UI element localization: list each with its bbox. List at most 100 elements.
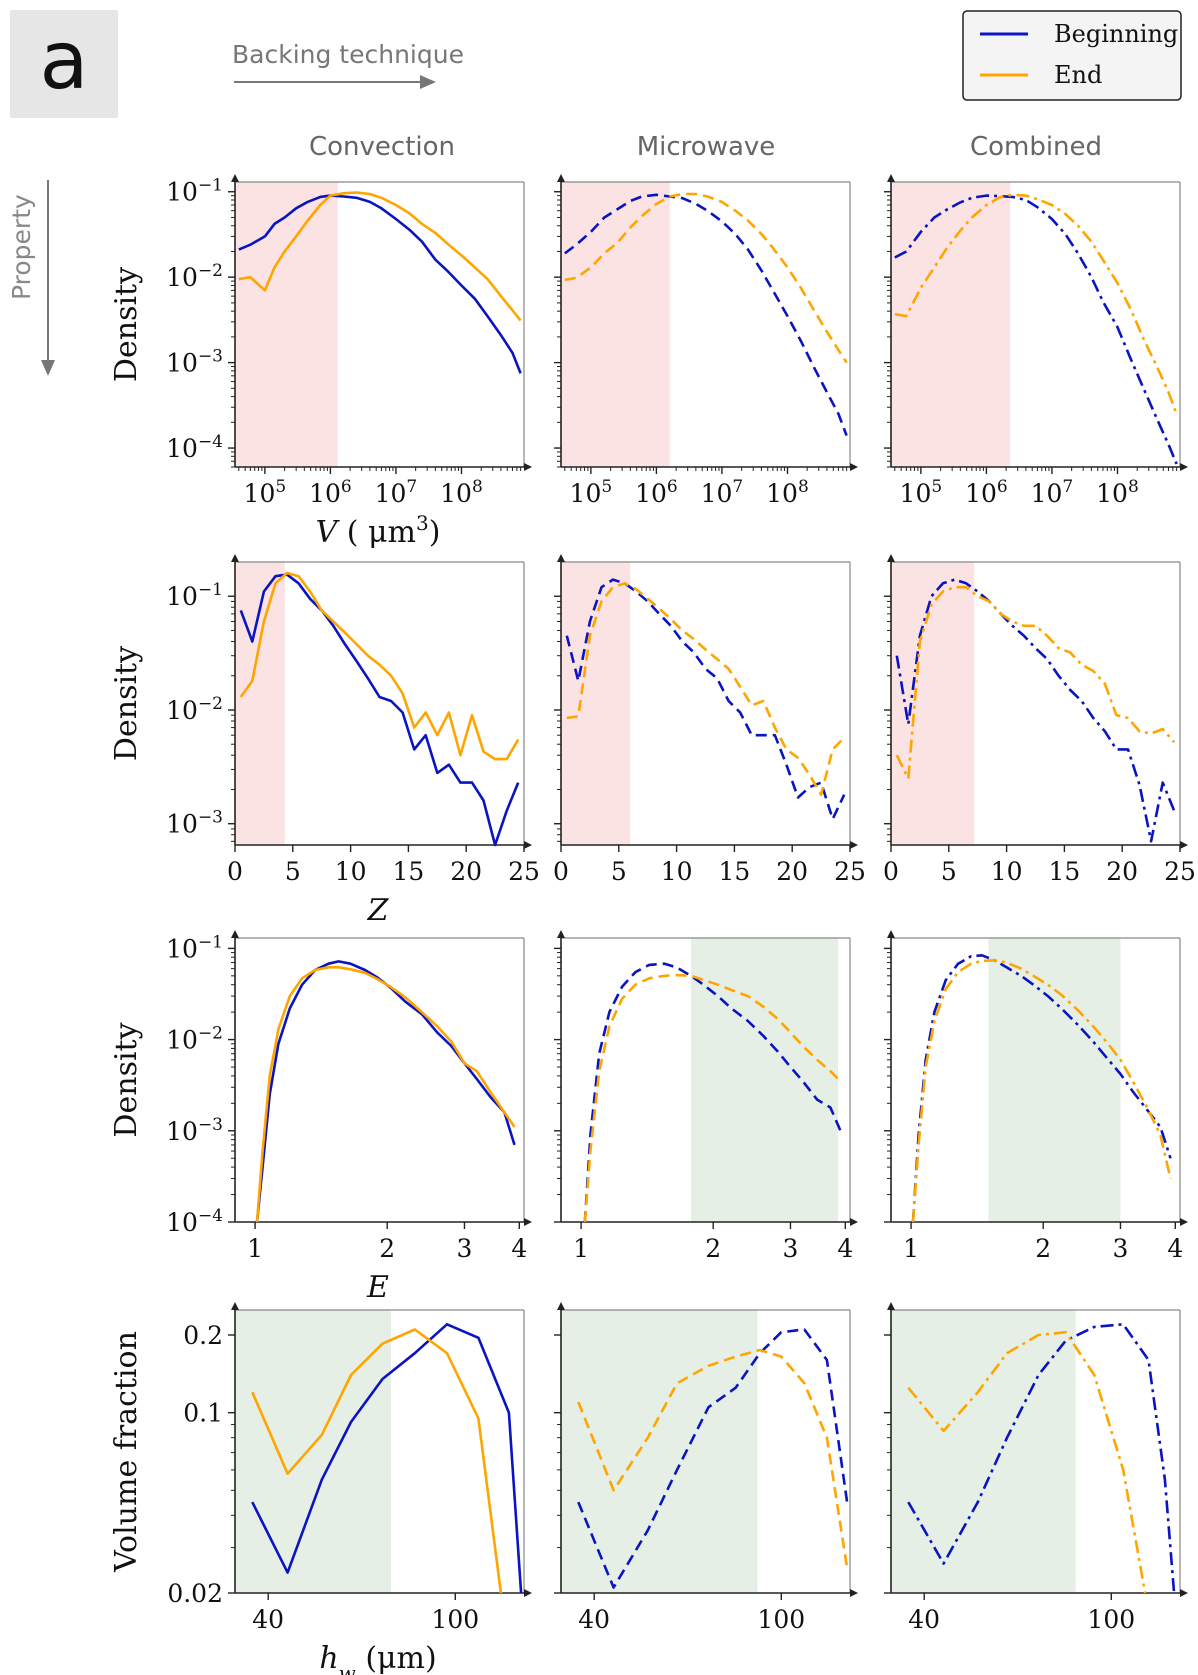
y-axis-arrowhead: [231, 930, 239, 938]
x-tick-label: 40: [908, 1605, 940, 1634]
y-tick-label: 10−3: [166, 347, 223, 378]
y-axis-arrowhead: [557, 930, 565, 938]
series-line-end: [564, 192, 848, 364]
x-tick-label: 105: [244, 477, 287, 508]
x-axis-label: V ( μm3): [316, 511, 441, 550]
x-tick-label: 107: [701, 477, 744, 508]
y-axis-arrowhead: [557, 174, 565, 182]
series-line-end: [894, 193, 1178, 415]
x-tick-label: 20: [776, 857, 808, 886]
x-tick-label: 5: [285, 857, 301, 886]
y-axis-arrowhead: [887, 174, 895, 182]
legend-beginning-label: Beginning: [1054, 20, 1178, 48]
column-titles: Convection Microwave Combined: [309, 132, 1102, 162]
x-tick-label: 100: [757, 1605, 805, 1634]
y-tick-label: 10−4: [166, 1206, 223, 1237]
x-axis-arrowhead: [850, 1589, 858, 1597]
x-tick-label: 106: [309, 477, 352, 508]
x-tick-label: 10: [335, 857, 367, 886]
x-tick-label: 1: [247, 1234, 263, 1263]
plot-panel-convection-row0: 10−4 10−3 10−2 10−1 105 106 107 108: [166, 174, 532, 508]
x-tick-label: 106: [635, 477, 678, 508]
column-title-combined: Combined: [970, 132, 1102, 162]
y-tick-label: 10−1: [166, 176, 223, 207]
x-tick-label: 1: [573, 1234, 589, 1263]
x-tick-label: 15: [1048, 857, 1080, 886]
legend-end-label: End: [1054, 61, 1102, 89]
x-tick-label: 0: [553, 857, 569, 886]
series-line-beginning: [911, 953, 1172, 1223]
x-axis-arrowhead: [1180, 841, 1188, 849]
row-arrow-label: Property: [7, 194, 36, 300]
y-axis-arrowhead: [887, 554, 895, 562]
x-axis-arrowhead: [850, 463, 858, 471]
x-tick-label: 100: [1087, 1605, 1135, 1634]
y-tick-label: 10−4: [166, 432, 223, 463]
series-line-beginning: [255, 960, 516, 1223]
shaded-region: [561, 182, 670, 467]
x-axis-arrowhead: [850, 1218, 858, 1226]
y-axis-arrowhead: [231, 174, 239, 182]
x-tick-label: 107: [375, 477, 418, 508]
x-axis-arrowhead: [524, 1589, 532, 1597]
x-axis-arrowhead: [524, 463, 532, 471]
x-tick-label: 25: [508, 857, 540, 886]
y-axis-arrowhead: [557, 1302, 565, 1310]
series-line-end: [239, 571, 520, 761]
x-tick-label: 106: [965, 477, 1008, 508]
series-line-beginning: [577, 1328, 849, 1589]
x-axis-arrowhead: [524, 1218, 532, 1226]
x-tick-label: 4: [1167, 1234, 1183, 1263]
column-arrow-label: Backing technique: [232, 40, 464, 69]
x-tick-label: 25: [834, 857, 866, 886]
x-tick-label: 40: [252, 1605, 284, 1634]
x-tick-label: 15: [392, 857, 424, 886]
x-axis-arrowhead: [850, 841, 858, 849]
plot-panel-convection-row1: 10−3 10−2 10−1 0 5 10 15 20 25: [166, 554, 540, 886]
column-title-convection: Convection: [309, 132, 455, 162]
legend: Beginning End: [962, 10, 1182, 101]
panel-letter: a: [39, 14, 88, 107]
y-axis-arrowhead: [887, 1302, 895, 1310]
y-axis-arrowhead: [231, 1302, 239, 1310]
y-axis-label: Density: [109, 1022, 144, 1137]
y-axis-arrowhead: [231, 554, 239, 562]
shaded-region: [235, 182, 338, 467]
x-tick-label: 15: [718, 857, 750, 886]
x-tick-label: 108: [766, 477, 809, 508]
x-tick-label: 108: [1096, 477, 1139, 508]
x-axis-arrowhead: [1180, 1589, 1188, 1597]
series-line-end: [577, 1348, 849, 1569]
x-tick-label: 107: [1031, 477, 1074, 508]
x-tick-label: 100: [431, 1605, 479, 1634]
y-axis-arrowhead: [557, 554, 565, 562]
x-axis-label: hw (μm): [319, 1641, 436, 1675]
x-tick-label: 3: [1113, 1234, 1129, 1263]
column-direction-indicator: Backing technique: [232, 40, 464, 89]
x-tick-label: 5: [611, 857, 627, 886]
x-tick-label: 105: [570, 477, 613, 508]
x-tick-label: 108: [440, 477, 483, 508]
x-tick-label: 0: [227, 857, 243, 886]
y-axis-label: Density: [109, 267, 144, 382]
x-axis-arrowhead: [524, 841, 532, 849]
row-direction-indicator: Property: [7, 180, 55, 376]
series-line-end: [895, 585, 1176, 780]
series-line-end: [911, 958, 1172, 1223]
panel-letter-box: a: [10, 10, 118, 118]
series-line-end: [255, 965, 516, 1223]
y-axis-label: Density: [109, 646, 144, 761]
x-axis-arrowhead: [1180, 463, 1188, 471]
y-tick-label: 0.1: [183, 1399, 223, 1428]
plot-panel-combined-row3: 40 100: [884, 1302, 1188, 1634]
y-tick-label: 0.2: [183, 1321, 223, 1350]
series-line-beginning: [894, 194, 1178, 465]
x-tick-label: 25: [1164, 857, 1196, 886]
shaded-region: [891, 1310, 1076, 1593]
shaded-region: [988, 938, 1121, 1222]
y-tick-label: 10−1: [166, 932, 223, 963]
x-tick-label: 20: [1106, 857, 1138, 886]
y-axis-arrowhead: [887, 930, 895, 938]
